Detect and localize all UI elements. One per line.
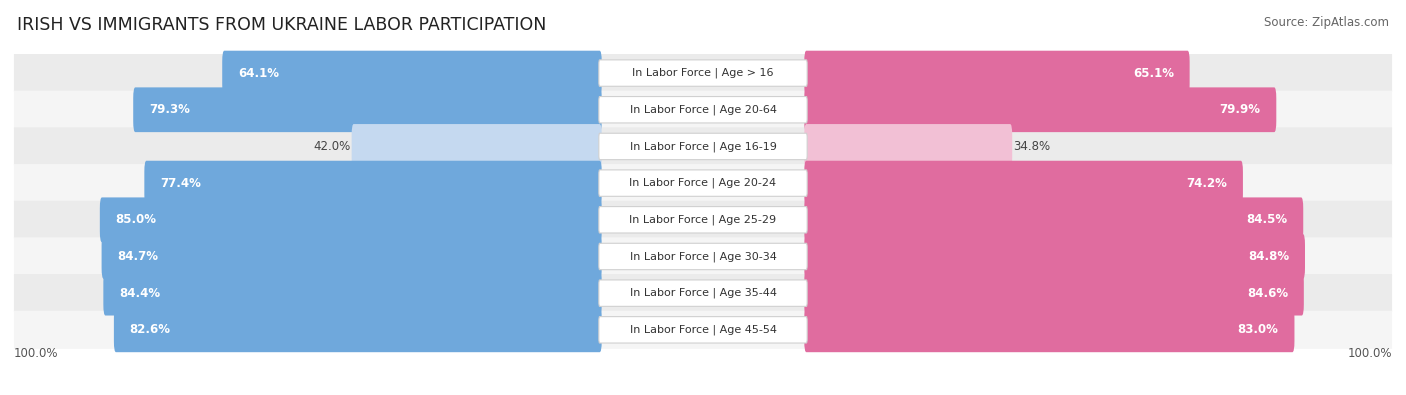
FancyBboxPatch shape: [14, 164, 1392, 202]
Text: Source: ZipAtlas.com: Source: ZipAtlas.com: [1264, 16, 1389, 29]
Text: 79.3%: 79.3%: [149, 103, 190, 116]
FancyBboxPatch shape: [804, 87, 1277, 132]
FancyBboxPatch shape: [804, 198, 1303, 242]
Text: 82.6%: 82.6%: [129, 324, 170, 336]
Text: 84.8%: 84.8%: [1249, 250, 1289, 263]
FancyBboxPatch shape: [134, 87, 602, 132]
Text: In Labor Force | Age 45-54: In Labor Force | Age 45-54: [630, 325, 776, 335]
FancyBboxPatch shape: [114, 307, 602, 352]
Text: 84.4%: 84.4%: [120, 287, 160, 300]
Text: 84.7%: 84.7%: [118, 250, 159, 263]
FancyBboxPatch shape: [14, 201, 1392, 239]
FancyBboxPatch shape: [599, 170, 807, 196]
Text: 42.0%: 42.0%: [314, 140, 350, 153]
FancyBboxPatch shape: [14, 274, 1392, 312]
FancyBboxPatch shape: [145, 161, 602, 205]
Text: 84.5%: 84.5%: [1246, 213, 1288, 226]
FancyBboxPatch shape: [599, 317, 807, 343]
Text: In Labor Force | Age 20-24: In Labor Force | Age 20-24: [630, 178, 776, 188]
FancyBboxPatch shape: [804, 271, 1303, 316]
Text: In Labor Force | Age > 16: In Labor Force | Age > 16: [633, 68, 773, 78]
FancyBboxPatch shape: [599, 133, 807, 160]
Text: In Labor Force | Age 20-64: In Labor Force | Age 20-64: [630, 105, 776, 115]
Text: 79.9%: 79.9%: [1219, 103, 1260, 116]
Text: 83.0%: 83.0%: [1237, 324, 1278, 336]
Text: 74.2%: 74.2%: [1187, 177, 1227, 190]
Text: In Labor Force | Age 35-44: In Labor Force | Age 35-44: [630, 288, 776, 298]
Text: In Labor Force | Age 16-19: In Labor Force | Age 16-19: [630, 141, 776, 152]
FancyBboxPatch shape: [100, 198, 602, 242]
FancyBboxPatch shape: [14, 127, 1392, 166]
Text: In Labor Force | Age 30-34: In Labor Force | Age 30-34: [630, 251, 776, 262]
Text: 100.0%: 100.0%: [1347, 347, 1392, 360]
FancyBboxPatch shape: [804, 124, 1012, 169]
FancyBboxPatch shape: [14, 237, 1392, 276]
FancyBboxPatch shape: [352, 124, 602, 169]
FancyBboxPatch shape: [804, 161, 1243, 205]
FancyBboxPatch shape: [804, 51, 1189, 96]
FancyBboxPatch shape: [599, 96, 807, 123]
Text: In Labor Force | Age 25-29: In Labor Force | Age 25-29: [630, 214, 776, 225]
FancyBboxPatch shape: [222, 51, 602, 96]
FancyBboxPatch shape: [599, 207, 807, 233]
Text: 85.0%: 85.0%: [115, 213, 156, 226]
FancyBboxPatch shape: [14, 91, 1392, 129]
Text: IRISH VS IMMIGRANTS FROM UKRAINE LABOR PARTICIPATION: IRISH VS IMMIGRANTS FROM UKRAINE LABOR P…: [17, 16, 547, 34]
FancyBboxPatch shape: [599, 243, 807, 270]
FancyBboxPatch shape: [14, 311, 1392, 349]
FancyBboxPatch shape: [599, 60, 807, 86]
Text: 64.1%: 64.1%: [238, 67, 278, 79]
Text: 84.6%: 84.6%: [1247, 287, 1288, 300]
FancyBboxPatch shape: [599, 280, 807, 307]
Text: 77.4%: 77.4%: [160, 177, 201, 190]
Text: 65.1%: 65.1%: [1133, 67, 1174, 79]
FancyBboxPatch shape: [104, 271, 602, 316]
FancyBboxPatch shape: [14, 54, 1392, 92]
Text: 34.8%: 34.8%: [1014, 140, 1050, 153]
FancyBboxPatch shape: [101, 234, 602, 279]
FancyBboxPatch shape: [804, 307, 1295, 352]
Text: 100.0%: 100.0%: [14, 347, 59, 360]
FancyBboxPatch shape: [804, 234, 1305, 279]
